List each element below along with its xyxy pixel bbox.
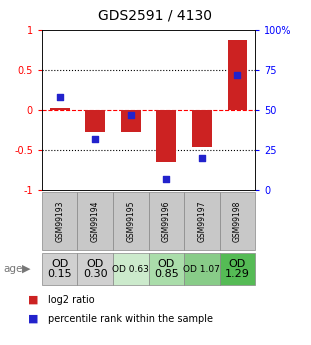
- Text: OD
0.30: OD 0.30: [83, 259, 108, 279]
- Bar: [149, 253, 184, 285]
- Text: GSM99195: GSM99195: [126, 200, 135, 242]
- Bar: [50, 108, 69, 110]
- Text: age: age: [3, 264, 22, 274]
- Text: OD 1.07: OD 1.07: [183, 265, 220, 274]
- Bar: [220, 192, 255, 250]
- Bar: [156, 110, 176, 162]
- Text: GSM99196: GSM99196: [162, 200, 171, 242]
- Text: ■: ■: [28, 314, 39, 324]
- Bar: [220, 253, 255, 285]
- Bar: [149, 192, 184, 250]
- Bar: [86, 110, 105, 131]
- Text: OD
1.29: OD 1.29: [225, 259, 250, 279]
- Bar: [77, 253, 113, 285]
- Text: OD 0.63: OD 0.63: [112, 265, 149, 274]
- Text: GDS2591 / 4130: GDS2591 / 4130: [99, 9, 212, 23]
- Bar: [184, 253, 220, 285]
- Text: OD
0.15: OD 0.15: [47, 259, 72, 279]
- Text: ■: ■: [28, 295, 39, 305]
- Bar: [184, 192, 220, 250]
- Point: [235, 72, 240, 78]
- Text: ▶: ▶: [22, 264, 31, 274]
- Bar: [192, 110, 211, 147]
- Text: GSM99197: GSM99197: [197, 200, 206, 242]
- Text: percentile rank within the sample: percentile rank within the sample: [48, 314, 213, 324]
- Point: [164, 176, 169, 181]
- Text: GSM99194: GSM99194: [91, 200, 100, 242]
- Bar: [42, 192, 77, 250]
- Text: log2 ratio: log2 ratio: [48, 295, 95, 305]
- Bar: [121, 110, 141, 132]
- Bar: [42, 253, 77, 285]
- Point: [199, 155, 204, 161]
- Text: GSM99198: GSM99198: [233, 200, 242, 242]
- Bar: [113, 192, 149, 250]
- Bar: [228, 40, 247, 110]
- Bar: [77, 192, 113, 250]
- Point: [57, 95, 62, 100]
- Text: GSM99193: GSM99193: [55, 200, 64, 242]
- Text: OD
0.85: OD 0.85: [154, 259, 179, 279]
- Point: [128, 112, 133, 118]
- Point: [93, 136, 98, 141]
- Bar: [113, 253, 149, 285]
